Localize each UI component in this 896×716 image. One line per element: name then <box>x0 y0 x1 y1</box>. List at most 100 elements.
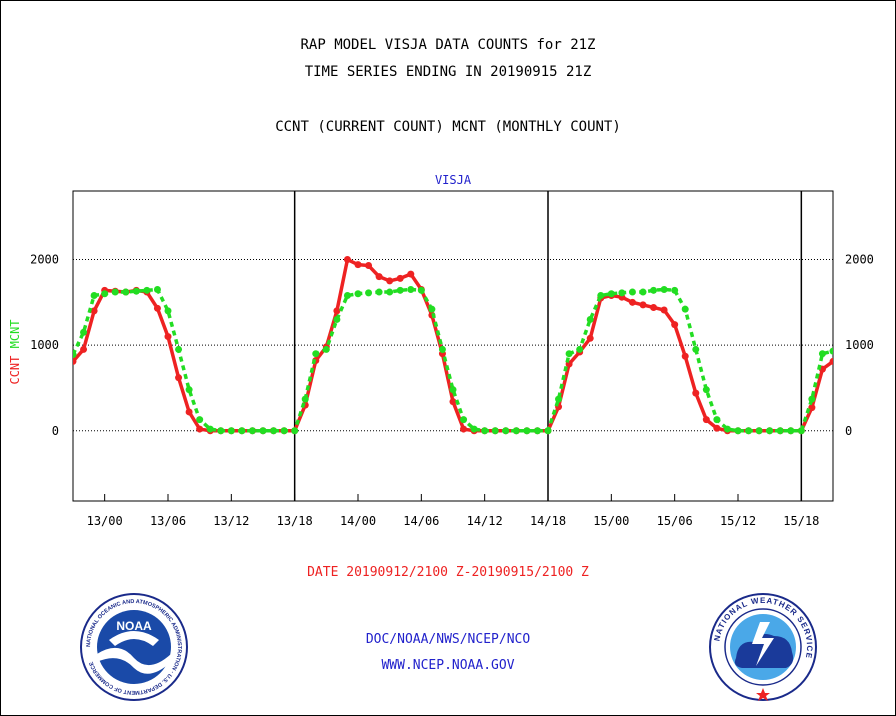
data-point-mcnt-63 <box>734 427 742 435</box>
data-point-ccnt-25 <box>333 307 341 315</box>
data-point-mcnt-55 <box>650 286 658 294</box>
x-tick-label-8: 15/00 <box>593 514 629 528</box>
org-label: DOC/NOAA/NWS/NCEP/NCO <box>365 632 531 647</box>
data-point-mcnt-45 <box>544 427 552 435</box>
data-point-mcnt-35 <box>438 345 446 353</box>
url-link[interactable]: WWW.NCEP.NOAA.GOV <box>381 658 515 673</box>
data-point-mcnt-51 <box>607 290 615 298</box>
data-point-mcnt-24 <box>322 345 330 353</box>
data-point-mcnt-18 <box>259 427 267 435</box>
y-axis-label: CCNT MCNT <box>8 319 22 384</box>
x-tick-label-0: 13/00 <box>87 514 123 528</box>
data-point-ccnt-31 <box>396 274 404 282</box>
data-point-mcnt-14 <box>217 427 225 435</box>
noaa-logo-text: NOAA <box>116 619 152 633</box>
data-point-mcnt-12 <box>196 416 204 424</box>
data-point-mcnt-36 <box>449 386 457 394</box>
data-point-ccnt-28 <box>365 262 373 270</box>
data-point-mcnt-27 <box>354 290 362 298</box>
data-point-mcnt-60 <box>702 386 710 394</box>
data-point-mcnt-70 <box>808 395 816 403</box>
x-tick-label-1: 13/06 <box>150 514 186 528</box>
x-tick-label-7: 14/18 <box>530 514 566 528</box>
data-point-mcnt-66 <box>766 427 774 435</box>
data-point-mcnt-65 <box>755 427 763 435</box>
nws-logo: NATIONAL WEATHER SERVICE <box>709 593 817 701</box>
data-point-mcnt-4 <box>111 288 119 296</box>
data-point-ccnt-36 <box>449 398 457 406</box>
data-point-ccnt-49 <box>586 334 594 342</box>
data-point-ccnt-55 <box>650 303 658 311</box>
y-axis-label-mcnt: MCNT <box>8 319 22 355</box>
data-point-ccnt-27 <box>354 261 362 269</box>
data-point-mcnt-19 <box>270 427 278 435</box>
data-point-mcnt-34 <box>428 305 436 313</box>
data-point-ccnt-10 <box>175 374 183 382</box>
data-point-ccnt-1 <box>80 345 88 353</box>
data-point-mcnt-21 <box>291 427 299 435</box>
data-point-ccnt-58 <box>681 352 689 360</box>
data-point-mcnt-15 <box>227 427 235 435</box>
data-point-mcnt-8 <box>153 285 161 293</box>
data-point-mcnt-57 <box>671 286 679 294</box>
plot-area-border <box>72 190 834 502</box>
data-point-ccnt-72 <box>829 357 833 365</box>
data-point-mcnt-38 <box>470 425 478 433</box>
data-point-mcnt-48 <box>576 345 584 353</box>
data-point-ccnt-9 <box>164 333 172 341</box>
data-point-mcnt-29 <box>375 288 383 296</box>
data-point-mcnt-37 <box>460 416 468 424</box>
y-axis-label-ccnt: CCNT <box>8 356 22 385</box>
data-point-mcnt-28 <box>365 289 373 297</box>
series-group <box>73 256 833 435</box>
x-tick-label-4: 14/00 <box>340 514 376 528</box>
y-tick-label-right-2: 2000 <box>845 253 874 267</box>
data-point-mcnt-62 <box>723 425 731 433</box>
data-point-ccnt-26 <box>343 256 351 264</box>
chart-subtitle-legend: CCNT (CURRENT COUNT) MCNT (MONTHLY COUNT… <box>275 119 621 135</box>
data-point-mcnt-44 <box>533 427 541 435</box>
data-point-mcnt-0 <box>73 351 77 359</box>
data-point-ccnt-37 <box>460 425 468 433</box>
data-point-mcnt-56 <box>660 285 668 293</box>
y-tick-label-right-1: 1000 <box>845 338 874 352</box>
x-tick-label-2: 13/12 <box>213 514 249 528</box>
data-point-mcnt-42 <box>512 427 520 435</box>
data-point-ccnt-0 <box>73 357 77 365</box>
data-point-mcnt-41 <box>502 427 510 435</box>
data-point-mcnt-10 <box>175 345 183 353</box>
data-point-mcnt-47 <box>565 350 573 358</box>
data-point-mcnt-52 <box>618 289 626 297</box>
data-point-mcnt-25 <box>333 315 341 323</box>
data-point-mcnt-46 <box>555 395 563 403</box>
data-point-ccnt-53 <box>628 298 636 306</box>
y-tick-label-left-0: 0 <box>52 424 59 438</box>
data-point-mcnt-40 <box>491 427 499 435</box>
data-point-mcnt-11 <box>185 386 193 394</box>
data-point-mcnt-32 <box>407 285 415 293</box>
data-point-mcnt-50 <box>597 291 605 299</box>
data-point-mcnt-5 <box>122 288 130 296</box>
data-point-ccnt-32 <box>407 270 415 278</box>
x-tick-label-3: 13/18 <box>277 514 313 528</box>
data-point-mcnt-16 <box>238 427 246 435</box>
data-point-mcnt-59 <box>692 345 700 353</box>
data-point-ccnt-57 <box>671 321 679 329</box>
chart-subtitle-time: TIME SERIES ENDING IN 20190915 21Z <box>304 64 592 80</box>
data-point-ccnt-54 <box>639 301 647 309</box>
data-point-ccnt-30 <box>386 277 394 285</box>
data-point-mcnt-53 <box>628 288 636 296</box>
data-point-mcnt-72 <box>829 347 833 355</box>
data-point-mcnt-43 <box>523 427 531 435</box>
data-point-mcnt-54 <box>639 288 647 296</box>
data-point-mcnt-49 <box>586 315 594 323</box>
data-point-mcnt-1 <box>80 328 88 336</box>
data-point-mcnt-71 <box>818 350 826 358</box>
data-point-mcnt-6 <box>132 287 140 295</box>
x-tick-label-11: 15/18 <box>783 514 819 528</box>
x-tick-label-5: 14/06 <box>403 514 439 528</box>
y-tick-label-left-1: 1000 <box>30 338 59 352</box>
chart-title: RAP MODEL VISJA DATA COUNTS for 21Z <box>300 37 596 53</box>
data-point-mcnt-58 <box>681 305 689 313</box>
